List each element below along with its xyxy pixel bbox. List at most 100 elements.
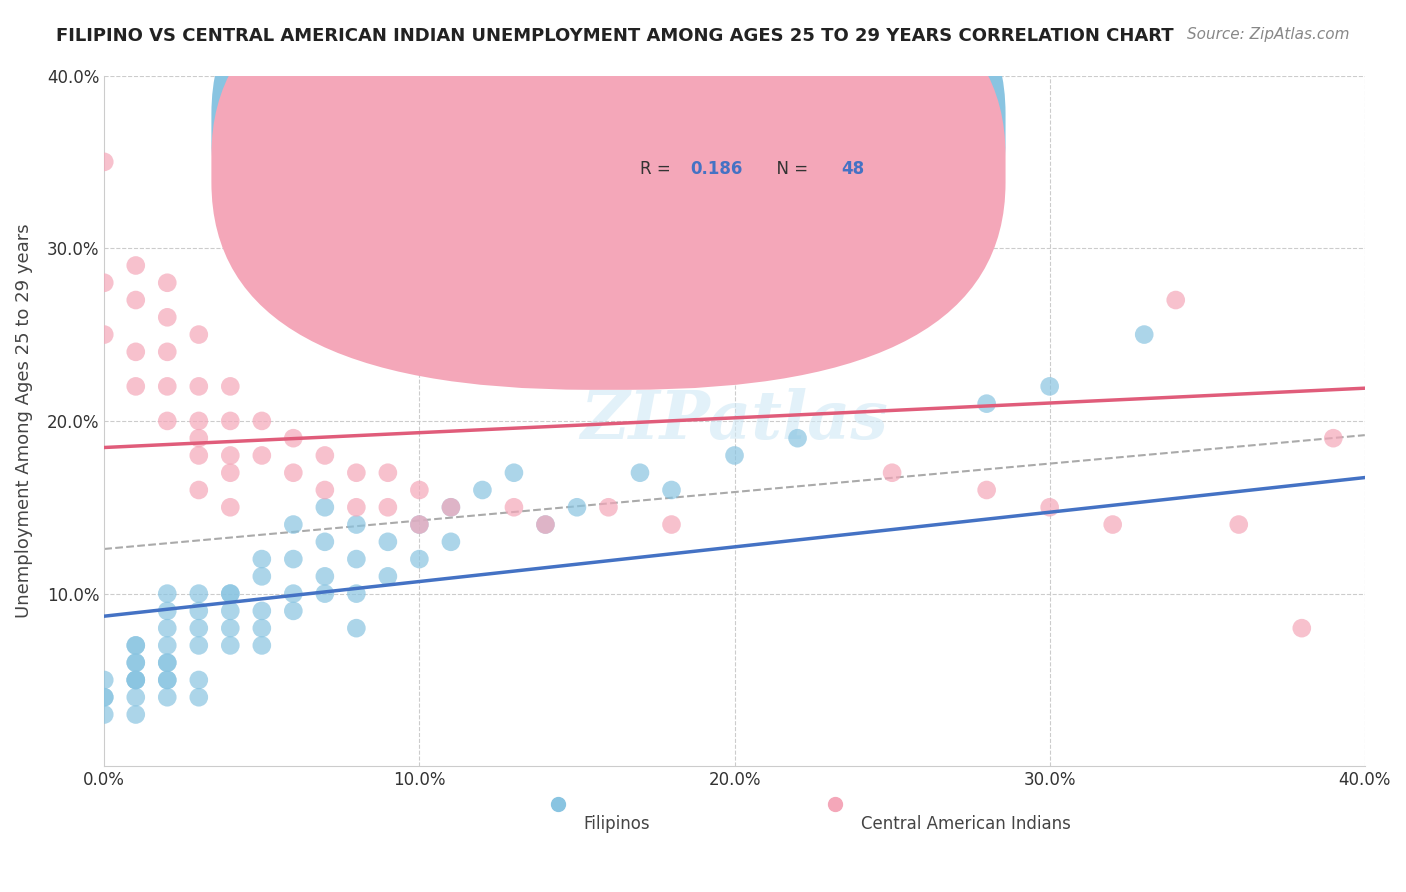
Point (125, 690, 148, 705)
Point (156, 639, 179, 653)
Point (534, 517, 557, 532)
Point (156, 656, 179, 670)
Point (219, 621, 242, 635)
Text: N =: N = (766, 119, 814, 136)
Point (187, 621, 209, 635)
Point (125, 639, 148, 653)
Point (125, 673, 148, 687)
Text: FILIPINO VS CENTRAL AMERICAN INDIAN UNEMPLOYMENT AMONG AGES 25 TO 29 YEARS CORRE: FILIPINO VS CENTRAL AMERICAN INDIAN UNEM… (56, 27, 1174, 45)
Point (93, 707, 115, 722)
Point (219, 379, 242, 393)
Point (156, 414, 179, 428)
Point (314, 534, 336, 549)
Point (314, 569, 336, 583)
Text: R =: R = (640, 160, 676, 178)
Point (187, 604, 209, 618)
Point (93, 690, 115, 705)
Y-axis label: Unemployment Among Ages 25 to 29 years: Unemployment Among Ages 25 to 29 years (15, 224, 32, 618)
Point (250, 552, 273, 566)
FancyBboxPatch shape (211, 0, 1005, 349)
Text: N =: N = (766, 160, 814, 178)
Point (344, 466, 367, 480)
Point (283, 517, 305, 532)
Point (219, 449, 242, 463)
Point (1322, 431, 1344, 445)
Point (156, 673, 179, 687)
Point (786, 431, 808, 445)
Point (125, 259, 148, 273)
Text: Source: ZipAtlas.com: Source: ZipAtlas.com (1187, 27, 1350, 42)
Point (219, 586, 242, 600)
Point (1164, 293, 1187, 307)
Point (976, 397, 998, 411)
Point (1101, 517, 1123, 532)
Point (250, 414, 273, 428)
Point (125, 707, 148, 722)
Point (344, 517, 367, 532)
Point (598, 500, 620, 515)
Point (377, 466, 399, 480)
Point (344, 621, 367, 635)
Point (661, 483, 683, 497)
Point (125, 379, 148, 393)
Point (187, 379, 209, 393)
Point (250, 449, 273, 463)
Point (125, 344, 148, 359)
Point (250, 621, 273, 635)
Point (503, 466, 526, 480)
Point (314, 449, 336, 463)
Point (1133, 327, 1156, 342)
Point (125, 656, 148, 670)
Point (565, 500, 588, 515)
Text: 0.186: 0.186 (690, 160, 742, 178)
Point (661, 517, 683, 532)
Point (187, 483, 209, 497)
Point (219, 604, 242, 618)
FancyBboxPatch shape (211, 0, 1005, 390)
Point (187, 414, 209, 428)
Point (125, 656, 148, 670)
Point (344, 552, 367, 566)
Text: 48: 48 (842, 160, 865, 178)
Text: Filipinos: Filipinos (583, 814, 650, 832)
Point (1227, 855, 1250, 869)
Point (125, 639, 148, 653)
Point (1227, 517, 1250, 532)
Point (408, 552, 430, 566)
Point (283, 586, 305, 600)
Point (156, 604, 179, 618)
Point (628, 466, 651, 480)
Point (283, 552, 305, 566)
Point (314, 586, 336, 600)
Point (283, 466, 305, 480)
Point (377, 534, 399, 549)
Point (156, 656, 179, 670)
Point (187, 449, 209, 463)
Point (440, 500, 463, 515)
Point (440, 534, 463, 549)
Text: ZIPatlas: ZIPatlas (581, 388, 889, 453)
Point (156, 310, 179, 325)
Point (156, 344, 179, 359)
Point (408, 517, 430, 532)
Point (187, 639, 209, 653)
Point (187, 431, 209, 445)
Text: Central American Indians: Central American Indians (860, 814, 1070, 832)
Text: 67: 67 (842, 119, 865, 136)
Point (408, 517, 430, 532)
Point (344, 500, 367, 515)
Point (187, 690, 209, 705)
Point (219, 466, 242, 480)
Text: R =: R = (640, 119, 676, 136)
Point (1039, 379, 1062, 393)
Point (156, 673, 179, 687)
Point (283, 431, 305, 445)
Point (377, 500, 399, 515)
Point (534, 517, 557, 532)
Point (377, 569, 399, 583)
Point (219, 414, 242, 428)
Point (93, 154, 115, 169)
Point (250, 569, 273, 583)
FancyBboxPatch shape (558, 103, 987, 207)
Point (314, 500, 336, 515)
